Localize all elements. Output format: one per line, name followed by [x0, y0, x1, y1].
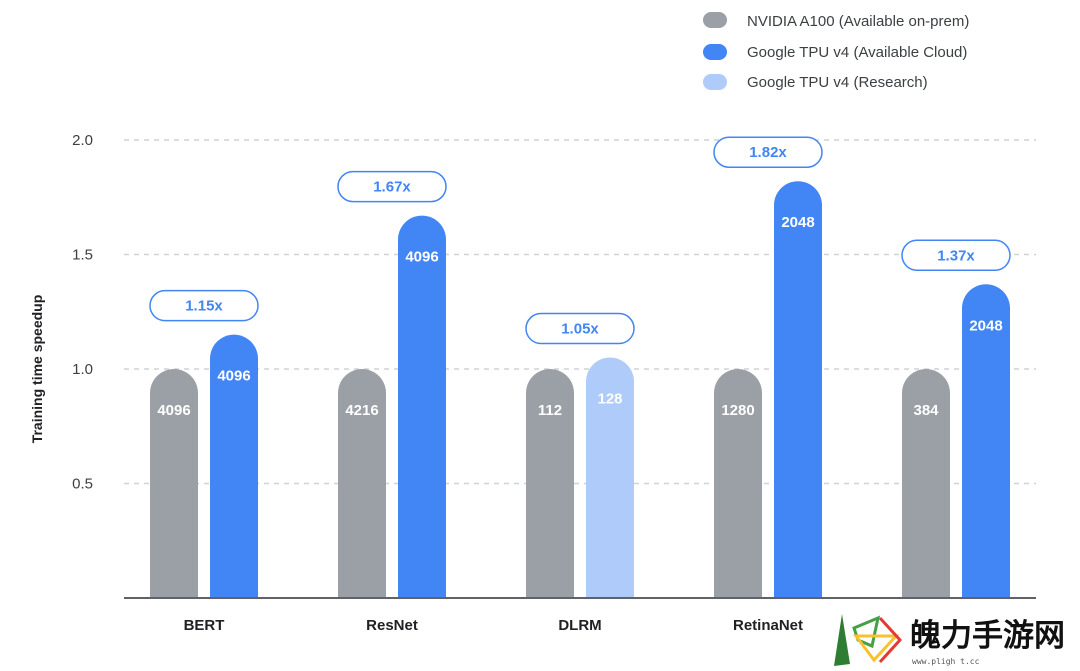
speedup-pill	[901, 239, 1011, 272]
speedup-pill	[149, 289, 259, 322]
legend-label-nvidia: NVIDIA A100 (Available on-prem)	[747, 13, 969, 30]
bar-group: 1280 2048 1.82x	[713, 136, 823, 598]
bar-value-label: 4096	[405, 249, 438, 266]
y-axis-label: Training time speedup	[29, 295, 45, 444]
legend-item-nvidia: NVIDIA A100 (Available on-prem)	[703, 12, 969, 30]
bar-group: 4096 4096 1.15x	[149, 289, 259, 598]
bar-value-label: 4216	[345, 402, 378, 419]
y-axis-ticks: 0.5 1.0 1.5 2.0	[72, 132, 93, 493]
watermark-logo-icon	[834, 614, 903, 666]
category-label: ResNet	[366, 617, 418, 634]
speedup-pill	[337, 170, 447, 203]
bar-value-label: 112	[538, 402, 562, 419]
speedup-label: 1.67x	[373, 179, 411, 196]
speedup-label: 1.82x	[749, 144, 787, 161]
speedup-label: 1.15x	[185, 298, 223, 315]
bar-group: 112 128 1.05x	[525, 312, 635, 598]
category-label: RetinaNet	[733, 617, 803, 634]
legend-swatch-nvidia	[703, 12, 727, 28]
legend-label-tpu-cloud: Google TPU v4 (Available Cloud)	[747, 44, 967, 61]
watermark: 魄力手游网 www.pligh t.cc	[834, 614, 1065, 666]
y-tick-label: 2.0	[72, 132, 93, 149]
bar-value-label: 2048	[969, 317, 1002, 334]
category-labels: BERT ResNet DLRM RetinaNet	[184, 617, 803, 634]
legend-swatch-tpu-research	[703, 74, 727, 90]
watermark-text: 魄力手游网	[910, 618, 1065, 654]
bar-group: 384 2048 1.37x	[901, 239, 1011, 598]
bar-value-label: 2048	[781, 214, 814, 231]
bar-value-label: 4096	[157, 402, 190, 419]
bar-tpu	[398, 215, 446, 599]
legend: NVIDIA A100 (Available on-prem) Google T…	[703, 12, 969, 91]
category-label: DLRM	[558, 617, 601, 634]
bar-value-label: 1280	[721, 402, 754, 419]
bar-group: 4216 4096 1.67x	[337, 170, 447, 599]
category-label: BERT	[184, 617, 225, 634]
legend-swatch-tpu-cloud	[703, 44, 727, 60]
legend-item-tpu-research: Google TPU v4 (Research)	[703, 74, 928, 91]
bar-nvidia	[150, 369, 198, 598]
bar-nvidia	[902, 369, 950, 598]
gridlines	[124, 139, 1036, 485]
y-tick-label: 1.0	[72, 361, 93, 378]
y-tick-label: 0.5	[72, 476, 93, 493]
y-tick-label: 1.5	[72, 247, 93, 264]
bar-tpu	[962, 284, 1010, 598]
watermark-subtext: www.pligh t.cc	[912, 657, 980, 666]
bar-value-label: 128	[597, 391, 622, 408]
bar-nvidia	[338, 369, 386, 598]
bar-value-label: 4096	[217, 368, 250, 385]
bar-tpu	[586, 357, 634, 598]
bar-value-label: 384	[913, 402, 939, 419]
speedup-label: 1.05x	[561, 321, 599, 338]
speedup-label: 1.37x	[937, 247, 975, 264]
bar-nvidia	[526, 369, 574, 598]
legend-label-tpu-research: Google TPU v4 (Research)	[747, 74, 928, 91]
bar-tpu	[210, 334, 258, 598]
bar-tpu	[774, 181, 822, 598]
bar-nvidia	[714, 369, 762, 598]
speedup-pill	[525, 312, 635, 345]
bars: 4096 4096 1.15x 4216 4096 1.67x 112 128 1.05x 128…	[149, 136, 1011, 599]
speedup-pill	[713, 136, 823, 168]
legend-item-tpu-cloud: Google TPU v4 (Available Cloud)	[703, 44, 967, 61]
